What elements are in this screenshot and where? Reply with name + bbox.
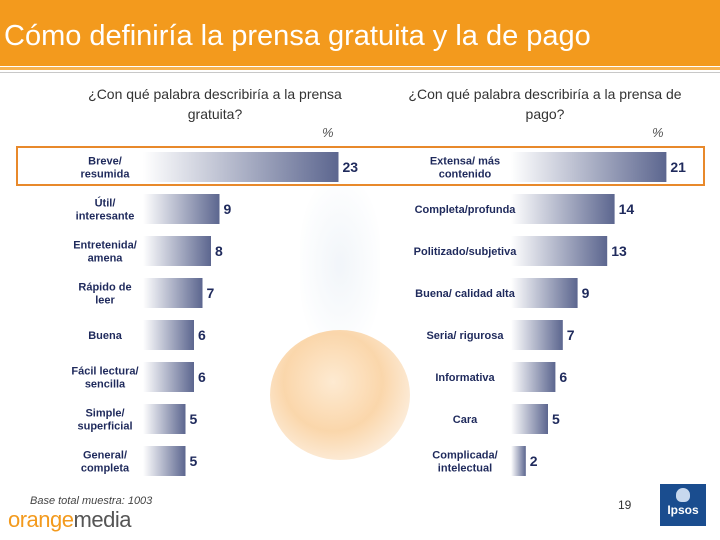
right-value-label-3: 9 bbox=[582, 285, 590, 301]
left-bar-chart: Breve/resumida 23 Útil/interesante 9 Entrete… bbox=[71, 152, 358, 476]
left-bar-0 bbox=[143, 152, 339, 182]
right-category-label-0-0: Extensa/ más bbox=[430, 156, 500, 168]
ipsos-mark-icon bbox=[676, 488, 690, 502]
header-divider bbox=[0, 67, 720, 70]
left-category-label-7-1: completa bbox=[81, 463, 130, 475]
left-category-label-5-1: sencilla bbox=[85, 379, 126, 391]
ipsos-logo: Ipsos bbox=[660, 484, 706, 526]
logo-part-media: media bbox=[73, 507, 132, 532]
right-percent-label: % bbox=[652, 125, 664, 140]
left-value-label-6: 5 bbox=[190, 411, 198, 427]
highlight-box bbox=[16, 146, 705, 186]
right-category-label-2-0: Politizado/subjetiva bbox=[414, 246, 518, 258]
left-value-label-5: 6 bbox=[198, 369, 206, 385]
left-category-label-2-1: amena bbox=[88, 253, 124, 265]
left-bar-5 bbox=[143, 362, 194, 392]
left-category-label-4-0: Buena bbox=[88, 330, 123, 342]
right-value-label-0: 21 bbox=[670, 159, 686, 175]
header-bar: Cómo definiría la prensa gratuita y la d… bbox=[0, 0, 720, 66]
left-category-label-0-0: Breve/ bbox=[88, 156, 122, 168]
logo-part-orange: orange bbox=[8, 507, 74, 532]
left-category-label-6-1: superficial bbox=[77, 421, 132, 433]
page-number: 19 bbox=[618, 498, 632, 512]
right-value-label-4: 7 bbox=[567, 327, 575, 343]
left-category-label-6-0: Simple/ bbox=[85, 408, 124, 420]
right-bar-3 bbox=[511, 278, 578, 308]
right-category-label-7-1: intelectual bbox=[438, 463, 492, 475]
base-note: Base total muestra: 1003 bbox=[30, 495, 153, 507]
left-category-label-3-1: leer bbox=[95, 295, 115, 307]
right-value-label-5: 6 bbox=[559, 369, 567, 385]
right-bar-5 bbox=[511, 362, 556, 392]
left-bar-1 bbox=[143, 194, 220, 224]
left-category-label-7-0: General/ bbox=[83, 450, 127, 462]
left-bar-6 bbox=[143, 404, 186, 434]
left-bar-7 bbox=[143, 446, 186, 476]
right-bar-6 bbox=[511, 404, 548, 434]
left-value-label-7: 5 bbox=[190, 453, 198, 469]
header-divider-thin bbox=[0, 72, 720, 73]
left-category-label-1-0: Útil/ bbox=[95, 197, 116, 210]
left-value-label-3: 7 bbox=[207, 285, 215, 301]
left-bar-4 bbox=[143, 320, 194, 350]
right-value-label-6: 5 bbox=[552, 411, 560, 427]
right-bar-0 bbox=[511, 152, 667, 182]
right-category-label-6-0: Cara bbox=[453, 414, 478, 426]
right-category-label-0-1: contenido bbox=[439, 169, 492, 181]
page-title: Cómo definiría la prensa gratuita y la d… bbox=[4, 20, 591, 52]
right-category-label-3-0: Buena/ calidad alta bbox=[415, 288, 516, 300]
left-category-label-5-0: Fácil lectura/ bbox=[71, 366, 138, 378]
ipsos-label: Ipsos bbox=[667, 503, 699, 517]
right-bar-2 bbox=[511, 236, 608, 266]
left-question: ¿Con qué palabra describiría a la prensa… bbox=[88, 86, 342, 122]
left-value-label-2: 8 bbox=[215, 243, 223, 259]
left-bar-2 bbox=[143, 236, 211, 266]
right-category-label-5-0: Informativa bbox=[435, 372, 495, 384]
right-question: ¿Con qué palabra describiría a la prensa… bbox=[408, 86, 682, 122]
left-percent-label: % bbox=[322, 125, 334, 140]
water-splash-image bbox=[300, 180, 380, 350]
left-category-label-0-1: resumida bbox=[81, 169, 131, 181]
right-bar-4 bbox=[511, 320, 563, 350]
right-value-label-1: 14 bbox=[619, 201, 635, 217]
right-category-label-4-0: Seria/ rigurosa bbox=[426, 330, 504, 342]
right-value-label-2: 13 bbox=[611, 243, 627, 259]
left-bar-3 bbox=[143, 278, 203, 308]
orange-fruit-image bbox=[270, 330, 410, 460]
right-category-label-7-0: Complicada/ bbox=[432, 450, 497, 462]
left-value-label-0: 23 bbox=[343, 159, 359, 175]
left-value-label-1: 9 bbox=[224, 201, 232, 217]
left-category-label-2-0: Entretenida/ bbox=[73, 240, 137, 252]
right-category-label-1-0: Completa/profunda bbox=[415, 204, 517, 216]
right-bar-1 bbox=[511, 194, 615, 224]
left-value-label-4: 6 bbox=[198, 327, 206, 343]
right-bar-7 bbox=[511, 446, 526, 476]
left-category-label-3-0: Rápido de bbox=[78, 282, 131, 294]
orangemedia-logo: orangemedia bbox=[8, 507, 131, 533]
right-value-label-7: 2 bbox=[530, 453, 538, 469]
left-category-label-1-1: interesante bbox=[76, 211, 135, 223]
